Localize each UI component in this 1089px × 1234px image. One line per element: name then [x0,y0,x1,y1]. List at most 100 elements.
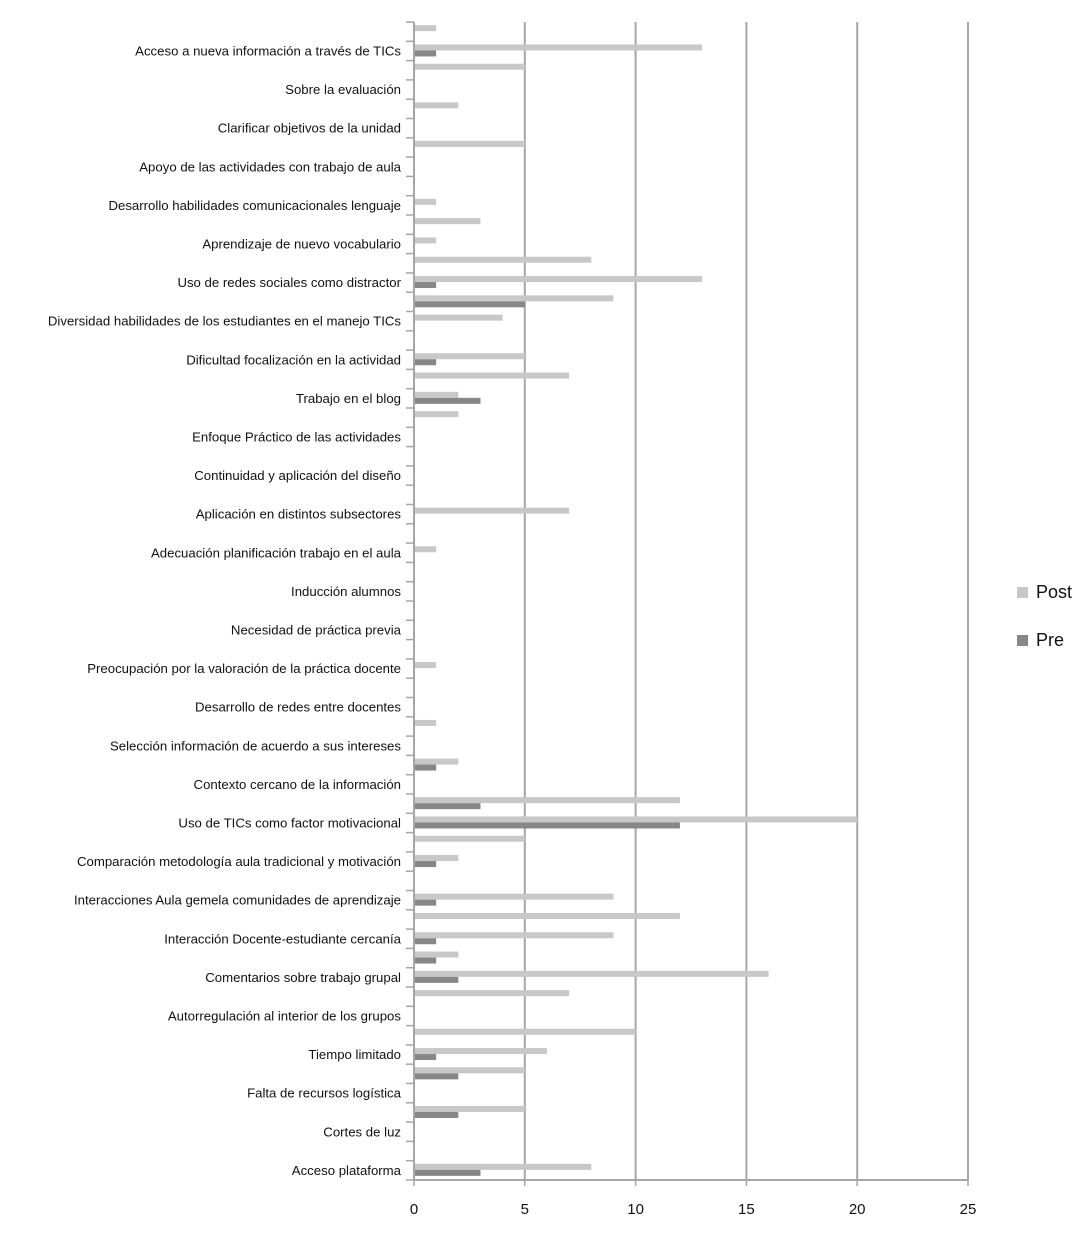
x-tick-label: 10 [627,1201,644,1218]
category-label: Interacciones Aula gemela comunidades de… [74,893,401,908]
bar-pre [415,1073,459,1080]
x-tick-label: 25 [960,1201,977,1218]
category-label: Uso de TICs como factor motivacional [178,815,401,830]
x-tick-label: 5 [521,1201,529,1218]
bar-pre [415,301,525,308]
bar-post [415,546,437,553]
category-label: Contexto cercano de la información [194,777,401,792]
bar-pre [415,957,437,964]
bar-post [415,1067,525,1074]
bar-post [415,63,525,70]
category-label: Comentarios sobre trabajo grupal [205,970,401,985]
category-label: Interacción Docente-estudiante cercanía [164,931,401,946]
bar-post [415,1048,547,1055]
x-tick-label: 20 [849,1201,866,1218]
bar-post [415,314,503,321]
category-label: Dificultad focalización en la actividad [186,352,401,367]
category-label: Cortes de luz [323,1124,401,1139]
bar-post [415,391,459,398]
bars [415,25,858,1176]
category-label: Continuidad y aplicación del diseño [194,468,401,483]
legend: Post Pre [1017,582,1072,650]
bar-post [415,1105,525,1112]
bar-pre [415,1054,437,1061]
category-label: Aprendizaje de nuevo vocabulario [202,236,401,251]
category-label: Comparación metodología aula tradicional… [77,854,401,869]
category-label: Apoyo de las actividades con trabajo de … [139,159,401,174]
axes [406,21,969,1186]
legend-swatch-pre [1017,635,1028,646]
category-label: Acceso plataforma [292,1163,402,1178]
category-label: Acceso a nueva información a través de T… [135,43,401,58]
category-label: Uso de redes sociales como distractor [177,275,401,290]
bar-post [415,990,570,997]
category-label: Enfoque Práctico de las actividades [192,429,401,444]
bar-post [415,102,459,109]
bar-pre [415,359,437,366]
bar-post [415,25,437,32]
bar-pre [415,1111,459,1118]
category-label: Trabajo en el blog [296,391,401,406]
bar-post [415,662,437,669]
bar-post [415,816,858,823]
bar-post [415,276,703,283]
category-label: Diversidad habilidades de los estudiante… [48,314,402,329]
category-label: Sobre la evaluación [285,82,401,97]
bar-pre [415,397,481,404]
bar-pre [415,282,437,289]
bar-post [415,970,769,977]
bar-post [415,758,459,765]
category-label: Selección información de acuerdo a sus i… [110,738,401,753]
legend-swatch-post [1017,587,1028,598]
bar-post [415,719,437,726]
legend-label-post: Post [1036,582,1072,602]
x-tick-label: 0 [410,1201,418,1218]
category-labels: Acceso a nueva información a través de T… [48,43,402,1177]
bar-post [415,44,703,51]
bar-pre [415,822,680,829]
bar-pre [415,50,437,57]
bar-pre [415,938,437,945]
category-label: Aplicación en distintos subsectores [196,507,402,522]
bar-post [415,372,570,379]
bar-post [415,295,614,302]
bar-pre [415,861,437,868]
bar-post [415,912,680,919]
bar-pre [415,764,437,771]
bar-post [415,797,680,804]
bar-pre [415,1169,481,1176]
category-label: Adecuación planificación trabajo en el a… [151,545,402,560]
category-label: Desarrollo de redes entre docentes [195,700,401,715]
category-label: Desarrollo habilidades comunicacionales … [108,198,401,213]
bar-post [415,1163,592,1170]
bar-post [415,237,437,244]
bar-pre [415,899,437,906]
bar-post [415,353,525,360]
bar-post [415,1028,636,1035]
bar-post [415,411,459,418]
category-label: Preocupación por la valoración de la prá… [87,661,401,676]
bar-post [415,932,614,939]
bar-pre [415,803,481,810]
x-tick-labels: 0 5 10 15 20 25 [410,1201,977,1218]
bar-post [415,198,437,205]
category-label: Inducción alumnos [291,584,401,599]
category-label: Autorregulación al interior de los grupo… [168,1008,402,1023]
bar-post [415,893,614,900]
bar-pre [415,976,459,983]
bar-post [415,951,459,958]
bar-post [415,140,525,147]
legend-label-pre: Pre [1036,630,1064,650]
category-label: Clarificar objetivos de la unidad [218,121,401,136]
category-label: Necesidad de práctica previa [231,622,402,637]
bar-post [415,256,592,263]
bar-post [415,835,525,842]
category-label: Tiempo limitado [308,1047,401,1062]
bar-post [415,855,459,862]
gridlines [523,22,969,1180]
bar-post [415,218,481,225]
bar-post [415,507,570,514]
x-tick-label: 15 [738,1201,755,1218]
category-label: Falta de recursos logística [247,1086,402,1101]
